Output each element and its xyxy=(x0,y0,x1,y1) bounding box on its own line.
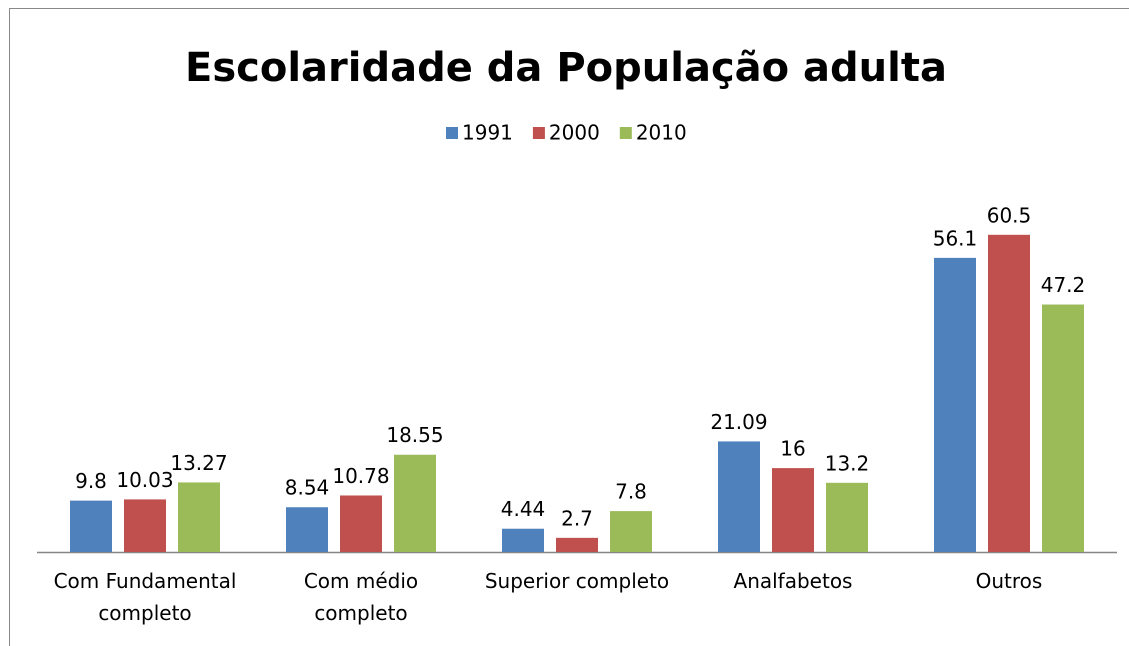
bar xyxy=(340,495,382,552)
legend-label: 2000 xyxy=(549,121,600,145)
data-label: 10.03 xyxy=(116,468,173,492)
legend-label: 2010 xyxy=(636,121,687,145)
data-label: 13.27 xyxy=(170,451,227,475)
bar xyxy=(502,528,544,552)
bar xyxy=(124,499,166,552)
bar xyxy=(772,468,814,552)
bar xyxy=(556,537,598,552)
data-label: 8.54 xyxy=(285,476,330,500)
legend-swatch xyxy=(446,127,458,139)
bar xyxy=(1042,304,1084,552)
bar xyxy=(988,234,1030,553)
bar xyxy=(826,482,868,552)
data-label: 16 xyxy=(780,437,805,461)
bar xyxy=(286,507,328,552)
x-tick-label: Outros xyxy=(976,569,1043,593)
data-label: 13.2 xyxy=(825,451,870,475)
data-label: 4.44 xyxy=(501,497,546,521)
chart-title: Escolaridade da População adulta xyxy=(185,45,947,91)
bar xyxy=(394,454,436,552)
x-tick-label: Superior completo xyxy=(485,569,669,593)
legend-swatch xyxy=(619,127,632,139)
bar xyxy=(70,500,112,552)
bar xyxy=(610,511,652,552)
data-label: 21.09 xyxy=(710,410,767,434)
legend-swatch xyxy=(532,127,545,139)
legend-label: 1991 xyxy=(462,121,513,145)
data-label: 9.8 xyxy=(75,469,107,493)
x-tick-label: Com Fundamental completo xyxy=(54,569,237,625)
data-label: 2.7 xyxy=(561,506,593,530)
data-label: 47.2 xyxy=(1041,273,1086,297)
x-tick-label: Analfabetos xyxy=(734,569,853,593)
data-label: 10.78 xyxy=(332,464,389,488)
data-label: 60.5 xyxy=(987,203,1032,227)
bar xyxy=(178,482,220,552)
data-label: 7.8 xyxy=(615,480,647,504)
bar xyxy=(718,441,760,552)
bar xyxy=(934,257,976,552)
data-label: 18.55 xyxy=(386,423,443,447)
data-label: 56.1 xyxy=(933,226,978,250)
x-tick-label: Com médio completo xyxy=(304,569,418,625)
